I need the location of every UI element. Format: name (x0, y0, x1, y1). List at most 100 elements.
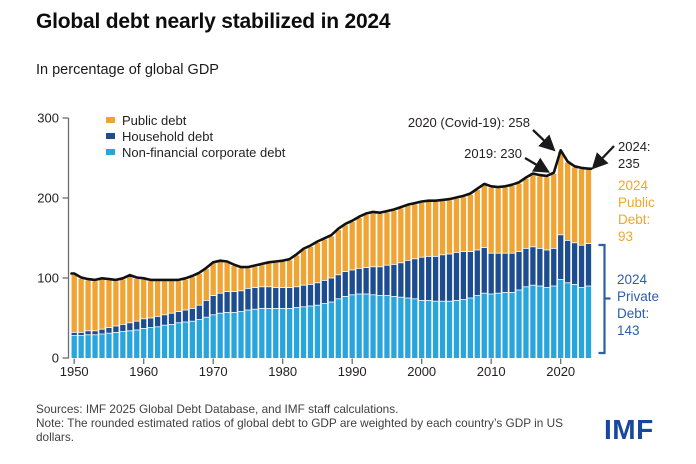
bar-segment (210, 263, 216, 296)
bar-segment (426, 202, 432, 257)
segment-separator (384, 264, 390, 266)
bar-segment (453, 300, 460, 358)
bar-segment (259, 308, 265, 358)
bar-segment (141, 318, 147, 329)
segment-separator (321, 303, 328, 304)
segment-separator (280, 287, 286, 288)
bar-segment (280, 308, 286, 358)
bar-segment (363, 214, 369, 268)
bar-segment (120, 331, 126, 358)
segment-separator (273, 287, 279, 288)
bar-segment (252, 309, 258, 358)
bar-segment (273, 262, 279, 288)
segment-separator (432, 256, 439, 257)
bar-segment (453, 252, 460, 301)
y-tick-label: 0 (52, 351, 59, 366)
segment-separator (523, 286, 529, 288)
segment-separator (307, 305, 314, 307)
bar-segment (377, 266, 383, 296)
segment-separator (481, 247, 487, 248)
bar-segment (307, 306, 314, 358)
annotation-arrow (591, 145, 615, 170)
segment-separator (502, 252, 508, 254)
bar-segment (453, 198, 460, 253)
segment-separator (300, 284, 307, 286)
segment-separator (453, 252, 460, 253)
bar-segment (516, 183, 522, 252)
annotation-2024-total: 2024: 235 (618, 139, 651, 171)
bar-segment (85, 334, 91, 358)
bar-segment (488, 253, 494, 294)
bar-segment (273, 287, 279, 309)
segment-separator (196, 319, 202, 320)
x-tick-label: 2020 (546, 364, 575, 379)
bar-segment (481, 185, 487, 248)
segment-separator (453, 300, 460, 301)
bar-segment (391, 296, 397, 358)
segment-separator (544, 249, 550, 251)
segment-separator (266, 308, 272, 309)
bar-segment (558, 234, 564, 280)
bar-segment (259, 265, 265, 287)
segment-separator (307, 284, 314, 285)
segment-separator (537, 248, 543, 249)
bar-segment (307, 284, 314, 306)
bar-segment (293, 307, 300, 358)
bar-segment (266, 263, 272, 287)
bar-segment (300, 285, 307, 307)
segment-separator (78, 332, 84, 333)
bar-segment (460, 299, 467, 358)
bar-segment (391, 210, 397, 265)
bar-segment (259, 286, 265, 309)
bar-segment (280, 287, 286, 309)
bar-segment (509, 253, 515, 293)
bar-segment (565, 240, 571, 283)
bar-segment (495, 253, 501, 294)
segment-separator (335, 298, 341, 300)
bar-segment (189, 308, 195, 322)
bar-segment (245, 310, 251, 358)
bar-segment (99, 329, 105, 334)
segment-separator (210, 295, 216, 296)
segment-separator (182, 321, 189, 323)
segment-separator (168, 324, 175, 325)
bar-segment (196, 319, 202, 358)
legend-item-public: Public debt (106, 112, 285, 128)
bar-segment (287, 308, 293, 358)
segment-separator (460, 251, 467, 252)
bar-segment (328, 278, 334, 302)
bar-segment (384, 265, 390, 296)
bar-segment (300, 306, 307, 358)
bar-segment (432, 301, 439, 358)
segment-separator (300, 306, 307, 308)
segment-separator (523, 248, 529, 249)
segment-separator (182, 309, 189, 311)
bar-segment (328, 302, 334, 358)
bar-segment (113, 326, 119, 333)
bar-segment (474, 190, 480, 250)
bar-segment (585, 286, 592, 358)
segment-separator (558, 279, 564, 280)
bar-segment (189, 277, 195, 309)
segment-separator (439, 300, 446, 302)
bar-segment (148, 318, 154, 328)
bar-segment (141, 279, 147, 319)
bar-segment (523, 286, 529, 358)
segment-separator (203, 300, 209, 301)
bar-segment (398, 297, 404, 358)
segment-separator (405, 297, 411, 299)
bar-segment (182, 322, 189, 358)
y-tick-label: 100 (37, 271, 59, 286)
segment-separator (245, 309, 251, 311)
bar-segment (266, 308, 272, 358)
segment-separator (460, 299, 467, 300)
bar-segment (161, 325, 168, 358)
bar-segment (175, 281, 182, 312)
bar-segment (245, 288, 251, 310)
bar-segment (467, 251, 473, 298)
bar-segment (523, 178, 529, 249)
bar-segment (474, 295, 480, 358)
segment-separator (224, 312, 230, 313)
legend-item-corporate: Non-financial corporate debt (106, 144, 285, 160)
segment-separator (439, 254, 446, 256)
